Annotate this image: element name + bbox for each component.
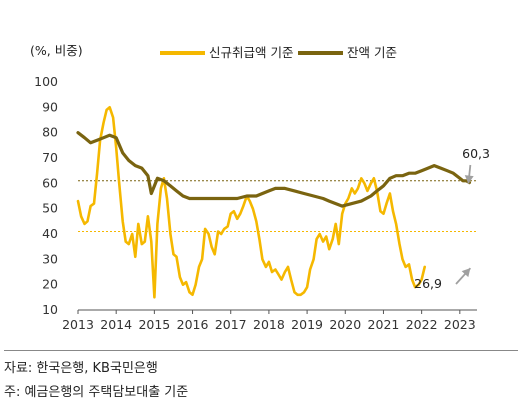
x-tick-label: 2022 (406, 317, 438, 332)
series-line-new-loans (76, 106, 426, 299)
notes-divider (4, 350, 518, 351)
y-tick-label: 100 (34, 74, 58, 89)
chart: (%, 비중) 신규취급액 기준 잔액 기준 10 20 30 40 50 60 70 80 9… (30, 43, 490, 332)
annotation-balance-arrow-head (464, 175, 474, 184)
y-axis-ticks: 10 20 30 40 50 60 70 80 90 100 (34, 74, 58, 317)
legend-label-new-loans: 신규취급액 기준 (209, 45, 293, 60)
y-tick-label: 50 (42, 201, 58, 216)
y-tick-label: 20 (42, 277, 58, 292)
x-axis-ticks: 2013 2014 2015 2016 2017 2018 2019 2020 2021 2022… (62, 310, 476, 332)
legend: 신규취급액 기준 잔액 기준 (160, 45, 397, 60)
x-tick-label: 2023 (444, 317, 476, 332)
y-tick-label: 30 (42, 251, 58, 266)
x-tick-label: 2017 (215, 317, 247, 332)
source-note: 자료: 한국은행, KB국민은행 (4, 361, 158, 376)
y-tick-label: 90 (42, 99, 58, 114)
footnote: 주: 예금은행의 주택담보대출 기준 (4, 385, 189, 400)
notes: 자료: 한국은행, KB국민은행 주: 예금은행의 주택담보대출 기준 (4, 350, 518, 405)
series-line-balance (76, 131, 471, 208)
annotation-balance-label: 60,3 (462, 146, 490, 161)
reference-lines (78, 180, 477, 232)
annotations: 60,3 26,9 (414, 146, 490, 291)
y-tick-label: 40 (42, 226, 58, 241)
annotation-new-loans-arrow-head (461, 268, 471, 278)
y-tick-label: 80 (42, 125, 58, 140)
x-tick-label: 2016 (177, 317, 209, 332)
x-tick-label: 2021 (368, 317, 400, 332)
y-unit-label: (%, 비중) (30, 43, 83, 58)
x-tick-label: 2015 (138, 317, 170, 332)
legend-label-balance: 잔액 기준 (347, 45, 397, 60)
y-tick-label: 10 (42, 302, 58, 317)
x-tick-label: 2013 (62, 317, 94, 332)
x-tick-label: 2018 (253, 317, 285, 332)
x-tick-label: 2020 (329, 317, 361, 332)
y-tick-label: 70 (42, 150, 58, 165)
series-lines (76, 106, 471, 299)
x-tick-label: 2014 (100, 317, 132, 332)
annotation-new-loans-label: 26,9 (414, 276, 442, 291)
y-tick-label: 60 (42, 175, 58, 190)
x-tick-label: 2019 (291, 317, 323, 332)
